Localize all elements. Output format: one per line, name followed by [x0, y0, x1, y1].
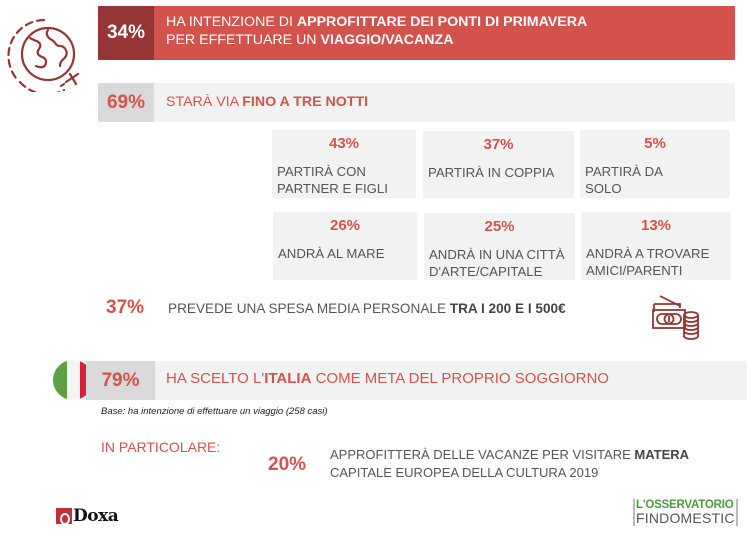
stat-card: 37% PARTIRÀ IN COPPIA [423, 131, 574, 198]
card-label: PARTIRÀ CON PARTNER E FIGLI [277, 164, 388, 196]
spend-text: PREVEDE UNA SPESA MEDIA PERSONALE TRA I … [168, 301, 566, 316]
card-percent: 26% [329, 217, 361, 234]
duration-text: STARÀ VIA FINO A TRE NOTTI [166, 94, 368, 110]
card-percent: 43% [328, 135, 360, 152]
intro-line1-bold: APPROFITTARE DEI PONTI DI PRIMAVERA [296, 14, 588, 30]
globe-plane-icon [7, 18, 80, 92]
card-label: PARTIRÀ DA SOLO [585, 164, 663, 196]
osservatorio-logo: L'OSSERVATORIO FINDOMESTIC [633, 499, 738, 526]
matera-text: APPROFITTERÀ DELLE VACANZE PER VISITARE … [330, 446, 689, 482]
card-label: ANDRÀ IN UNA CITTÀ D'ARTE/CAPITALE [429, 247, 565, 279]
duration-bar [154, 83, 735, 122]
spend-percent: 37% [106, 297, 145, 318]
intro-percent: 34% [98, 6, 154, 60]
intro-line2-prefix: PER EFFETTUARE UN [166, 32, 321, 48]
intro-line1-prefix: HA INTENZIONE DI [166, 14, 297, 30]
card-label: ANDRÀ A TROVARE AMICI/PARENTI [586, 246, 710, 278]
duration-percent: 69% [98, 83, 154, 122]
stat-card: 13% ANDRÀ A TROVARE AMICI/PARENTI [581, 212, 731, 280]
spend-text-bold: TRA I 200 E I 500€ [449, 301, 566, 316]
card-label: ANDRÀ AL MARE [278, 246, 385, 261]
particular-heading: IN PARTICOLARE: [101, 439, 221, 455]
intro-line2-bold: VIAGGIO/VACANZA [320, 32, 454, 48]
italy-text-bold: ITALIA [264, 370, 312, 387]
doxa-wordmark: Doxa [73, 506, 119, 526]
spend-text-prefix: PREVEDE UNA SPESA MEDIA PERSONALE [168, 301, 450, 316]
card-percent: 37% [483, 136, 514, 153]
osservatorio-top: L'OSSERVATORIO [636, 499, 734, 511]
duration-text-prefix: STARÀ VIA [166, 94, 243, 110]
stat-card: 25% ANDRÀ IN UNA CITTÀ D'ARTE/CAPITALE [424, 213, 575, 280]
italy-text-suffix: COME META DEL PROPRIO SOGGIORNO [311, 370, 609, 387]
card-percent: 13% [640, 217, 672, 234]
duration-text-bold: FINO A TRE NOTTI [242, 94, 369, 110]
matera-line1-bold: MATERA [634, 447, 690, 462]
base-note: Base: ha intenzione di effettuare un via… [101, 406, 328, 417]
money-coins-icon [652, 295, 699, 340]
italy-text-prefix: HA SCELTO L' [166, 370, 265, 387]
doxa-logo: Doxa [56, 506, 119, 526]
stat-card: 43% PARTIRÀ CON PARTNER E FIGLI [272, 130, 416, 198]
matera-line1-prefix: APPROFITTERÀ DELLE VACANZE PER VISITARE [330, 447, 635, 462]
intro-banner [154, 6, 735, 60]
stat-card: 5% PARTIRÀ DA SOLO [580, 130, 730, 198]
osservatorio-bottom: FINDOMESTIC [636, 510, 735, 526]
card-percent: 5% [644, 135, 666, 152]
card-percent: 25% [484, 218, 515, 235]
intro-text: HA INTENZIONE DI APPROFITTARE DEI PONTI … [166, 13, 587, 49]
matera-percent: 20% [268, 454, 307, 475]
italy-text: HA SCELTO L'ITALIA COME META DEL PROPRIO… [166, 370, 609, 387]
matera-line2: CAPITALE EUROPEA DELLA CULTURA 2019 [330, 465, 599, 480]
doxa-mark-icon [56, 508, 72, 525]
stat-card: 26% ANDRÀ AL MARE [273, 212, 417, 280]
italy-percent: 79% [86, 361, 155, 400]
card-label: PARTIRÀ IN COPPIA [428, 165, 555, 180]
italy-bar [155, 361, 747, 400]
